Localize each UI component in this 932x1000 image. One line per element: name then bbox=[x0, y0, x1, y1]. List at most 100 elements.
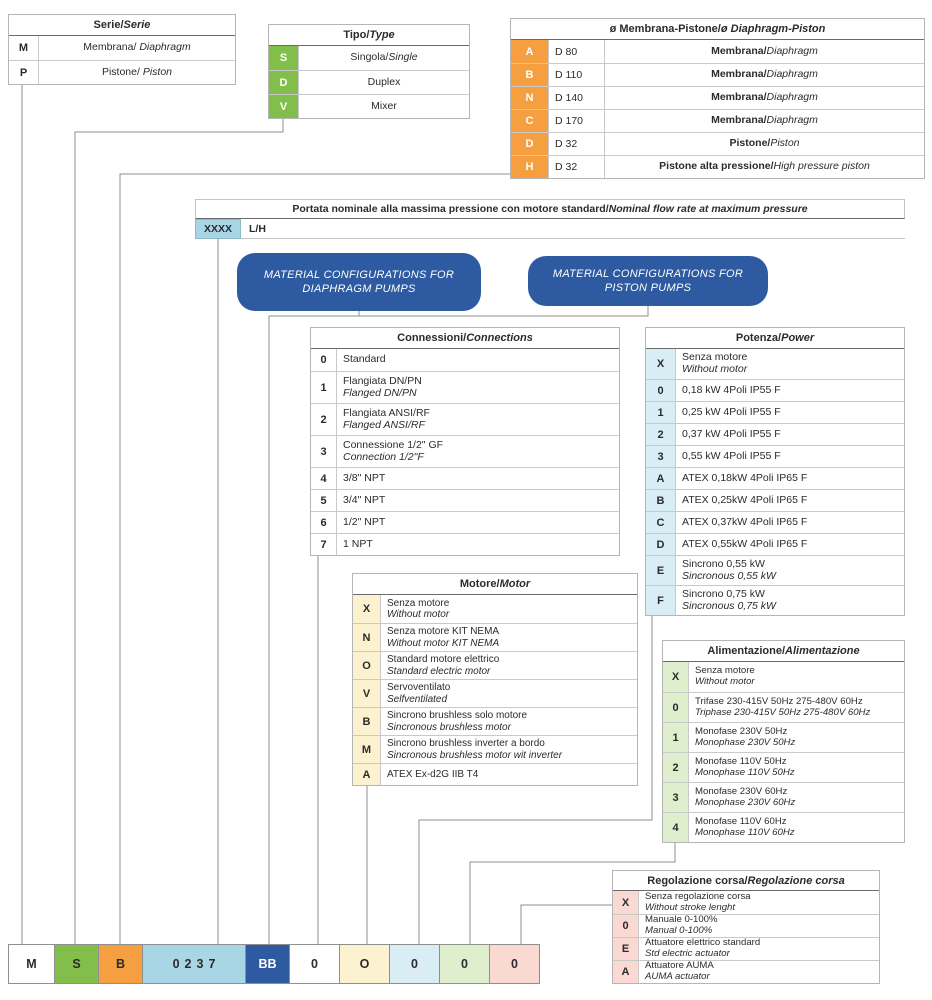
desc-it: Standard bbox=[343, 353, 386, 366]
desc-it: 3/4" NPT bbox=[343, 493, 386, 506]
row-description: Attuatore elettrico standard Std electric… bbox=[639, 938, 879, 960]
connessioni-row: 4 3/8" NPT bbox=[311, 467, 619, 489]
row-description: 0,55 kW 4Poli IP55 F bbox=[676, 446, 904, 467]
desc-en: Flanged ANSI/RF bbox=[343, 418, 425, 431]
desc-it: Sincrono 0,75 kW bbox=[682, 587, 765, 600]
code-cell: 0 bbox=[646, 380, 676, 401]
tipo-table: Tipo/Type S Singola/Single D Duplex V Mixer bbox=[268, 24, 470, 119]
desc-it: Duplex bbox=[367, 75, 401, 88]
code-cell: 3 bbox=[311, 436, 337, 467]
desc-it: Singola/ bbox=[350, 51, 389, 64]
desc-it: Standard motore elettrico bbox=[387, 654, 500, 666]
code-cell: F bbox=[646, 586, 676, 615]
desc-it: Membrana/ bbox=[711, 91, 767, 104]
desc-en: Without motor bbox=[387, 609, 450, 620]
desc-it: Monofase 110V 50Hz bbox=[695, 755, 787, 767]
desc-it: Attuatore elettrico standard bbox=[645, 938, 761, 949]
row-description: Membrana/ Diaphragm bbox=[39, 36, 235, 60]
code-cell: 2 bbox=[663, 753, 689, 782]
regolazione-row: E Attuatore elettrico standard Std electri… bbox=[613, 937, 879, 960]
flow-rate-section: Portata nominale alla massima pressione … bbox=[195, 199, 905, 239]
desc-it: Pistone/ bbox=[101, 65, 143, 78]
power-table: Potenza/Power X Senza motore Without motor… bbox=[645, 327, 905, 616]
connessioni-row: 5 3/4" NPT bbox=[311, 489, 619, 511]
code-cell: N bbox=[353, 624, 381, 651]
row-description: Mixer bbox=[299, 95, 469, 118]
connessioni-row: 7 1 NPT bbox=[311, 533, 619, 555]
desc-en: Sincronous brushless motor bbox=[387, 721, 511, 733]
desc-en: Flanged DN/PN bbox=[343, 386, 417, 399]
desc-en: Without stroke lenght bbox=[645, 901, 736, 913]
desc-it: Trifase 230-415V 50Hz 275-480V 60Hz bbox=[695, 695, 863, 707]
diameter-cell: D 32 bbox=[549, 156, 605, 178]
code-cell: 1 bbox=[646, 402, 676, 423]
code-cell: 0 bbox=[663, 693, 689, 722]
code-cell: B bbox=[511, 64, 549, 86]
serie-table: Serie/Serie M Membrana/ Diaphragm P Piston… bbox=[8, 14, 236, 85]
serie-table-header: Serie/Serie bbox=[9, 15, 235, 36]
desc-it: 0,55 kW 4Poli IP55 F bbox=[682, 449, 781, 462]
row-description: Standard bbox=[337, 349, 619, 371]
flow-rate-header: Portata nominale alla massima pressione … bbox=[195, 199, 905, 219]
potenza-row: X Senza motore Without motor bbox=[646, 349, 904, 379]
desc-it: ATEX Ex-d2G IIB T4 bbox=[387, 768, 479, 780]
code-cell: D bbox=[511, 133, 549, 155]
desc-it: Senza motore KIT NEMA bbox=[387, 626, 500, 638]
desc-it: Connessione 1/2" GF bbox=[343, 438, 444, 451]
desc-en: Manual 0-100% bbox=[645, 925, 713, 936]
row-description: Membrana/Diaphragm bbox=[605, 64, 924, 86]
desc-it: Monofase 230V 60Hz bbox=[695, 785, 788, 797]
row-description: 3/4" NPT bbox=[337, 490, 619, 511]
potenza-row: F Sincrono 0,75 kW Sincronous 0,75 kW bbox=[646, 585, 904, 615]
regolazione-row: 0 Manuale 0-100% Manual 0-100% bbox=[613, 914, 879, 937]
serie-row: P Pistone/ Piston bbox=[9, 60, 235, 84]
code-cell: 0 bbox=[311, 349, 337, 371]
connections-header: Connessioni/Connections bbox=[311, 328, 619, 349]
desc-en: Monophase 110V 60Hz bbox=[695, 826, 795, 838]
example-cell-material: BB bbox=[245, 945, 289, 983]
row-description: Monofase 230V 60Hz Monophase 230V 60Hz bbox=[689, 783, 904, 812]
row-description: ATEX 0,25kW 4Poli IP65 F bbox=[676, 490, 904, 511]
diameter-cell: D 140 bbox=[549, 87, 605, 109]
code-cell: B bbox=[353, 708, 381, 735]
desc-en: Standard electric motor bbox=[387, 665, 491, 677]
desc-en: Diaphragm bbox=[139, 41, 191, 54]
desc-en: Without motor bbox=[695, 676, 755, 687]
motore-row: A ATEX Ex-d2G IIB T4 bbox=[353, 763, 637, 785]
row-description: 3/8" NPT bbox=[337, 468, 619, 489]
code-cell: N bbox=[511, 87, 549, 109]
code-cell: 6 bbox=[311, 512, 337, 533]
piston-callout-label: MATERIAL CONFIGURATIONS FOR PISTON PUMPS bbox=[552, 267, 744, 294]
desc-it: 1/2" NPT bbox=[343, 515, 386, 528]
desc-en: Piston bbox=[770, 137, 800, 150]
code-cell: 3 bbox=[646, 446, 676, 467]
desc-it: ATEX 0,37kW 4Poli IP65 F bbox=[682, 515, 808, 528]
desc-it: Senza motore bbox=[682, 351, 748, 364]
serie-title-en: Serie bbox=[123, 19, 151, 31]
desc-en: Std electric actuator bbox=[645, 948, 730, 959]
row-description: Connessione 1/2" GF Connection 1/2"F bbox=[337, 436, 619, 467]
code-cell: 5 bbox=[311, 490, 337, 511]
row-description: Sincrono brushless inverter a bordo Sincr… bbox=[381, 736, 637, 763]
desc-en: Without motor bbox=[682, 363, 748, 375]
desc-it: Pistone alta pressione/ bbox=[659, 160, 774, 173]
code-cell: 0 bbox=[613, 915, 639, 937]
serie-title-it: Serie/ bbox=[93, 19, 124, 31]
flow-rate-unit: L/H bbox=[249, 222, 266, 235]
row-description: Sincrono 0,75 kW Sincronous 0,75 kW bbox=[676, 586, 904, 615]
code-cell: 7 bbox=[311, 534, 337, 555]
desc-en: Diaphragm bbox=[766, 91, 818, 104]
desc-it: Servoventilato bbox=[387, 682, 451, 694]
membrana-title-it: ø Membrana-Pistone/ bbox=[609, 23, 721, 35]
row-description: Senza motore Without motor bbox=[676, 349, 904, 379]
example-cell-tipo: S bbox=[54, 945, 98, 983]
portata-title-it: Portata nominale alla massima pressione … bbox=[292, 203, 609, 215]
code-cell: 2 bbox=[311, 404, 337, 435]
motore-title-it: Motore/ bbox=[459, 578, 500, 590]
row-description: Membrana/Diaphragm bbox=[605, 40, 924, 63]
desc-it: Sincrono 0,55 kW bbox=[682, 557, 765, 570]
diameter-cell: D 32 bbox=[549, 133, 605, 155]
motore-row: O Standard motore elettrico Standard elect… bbox=[353, 651, 637, 679]
